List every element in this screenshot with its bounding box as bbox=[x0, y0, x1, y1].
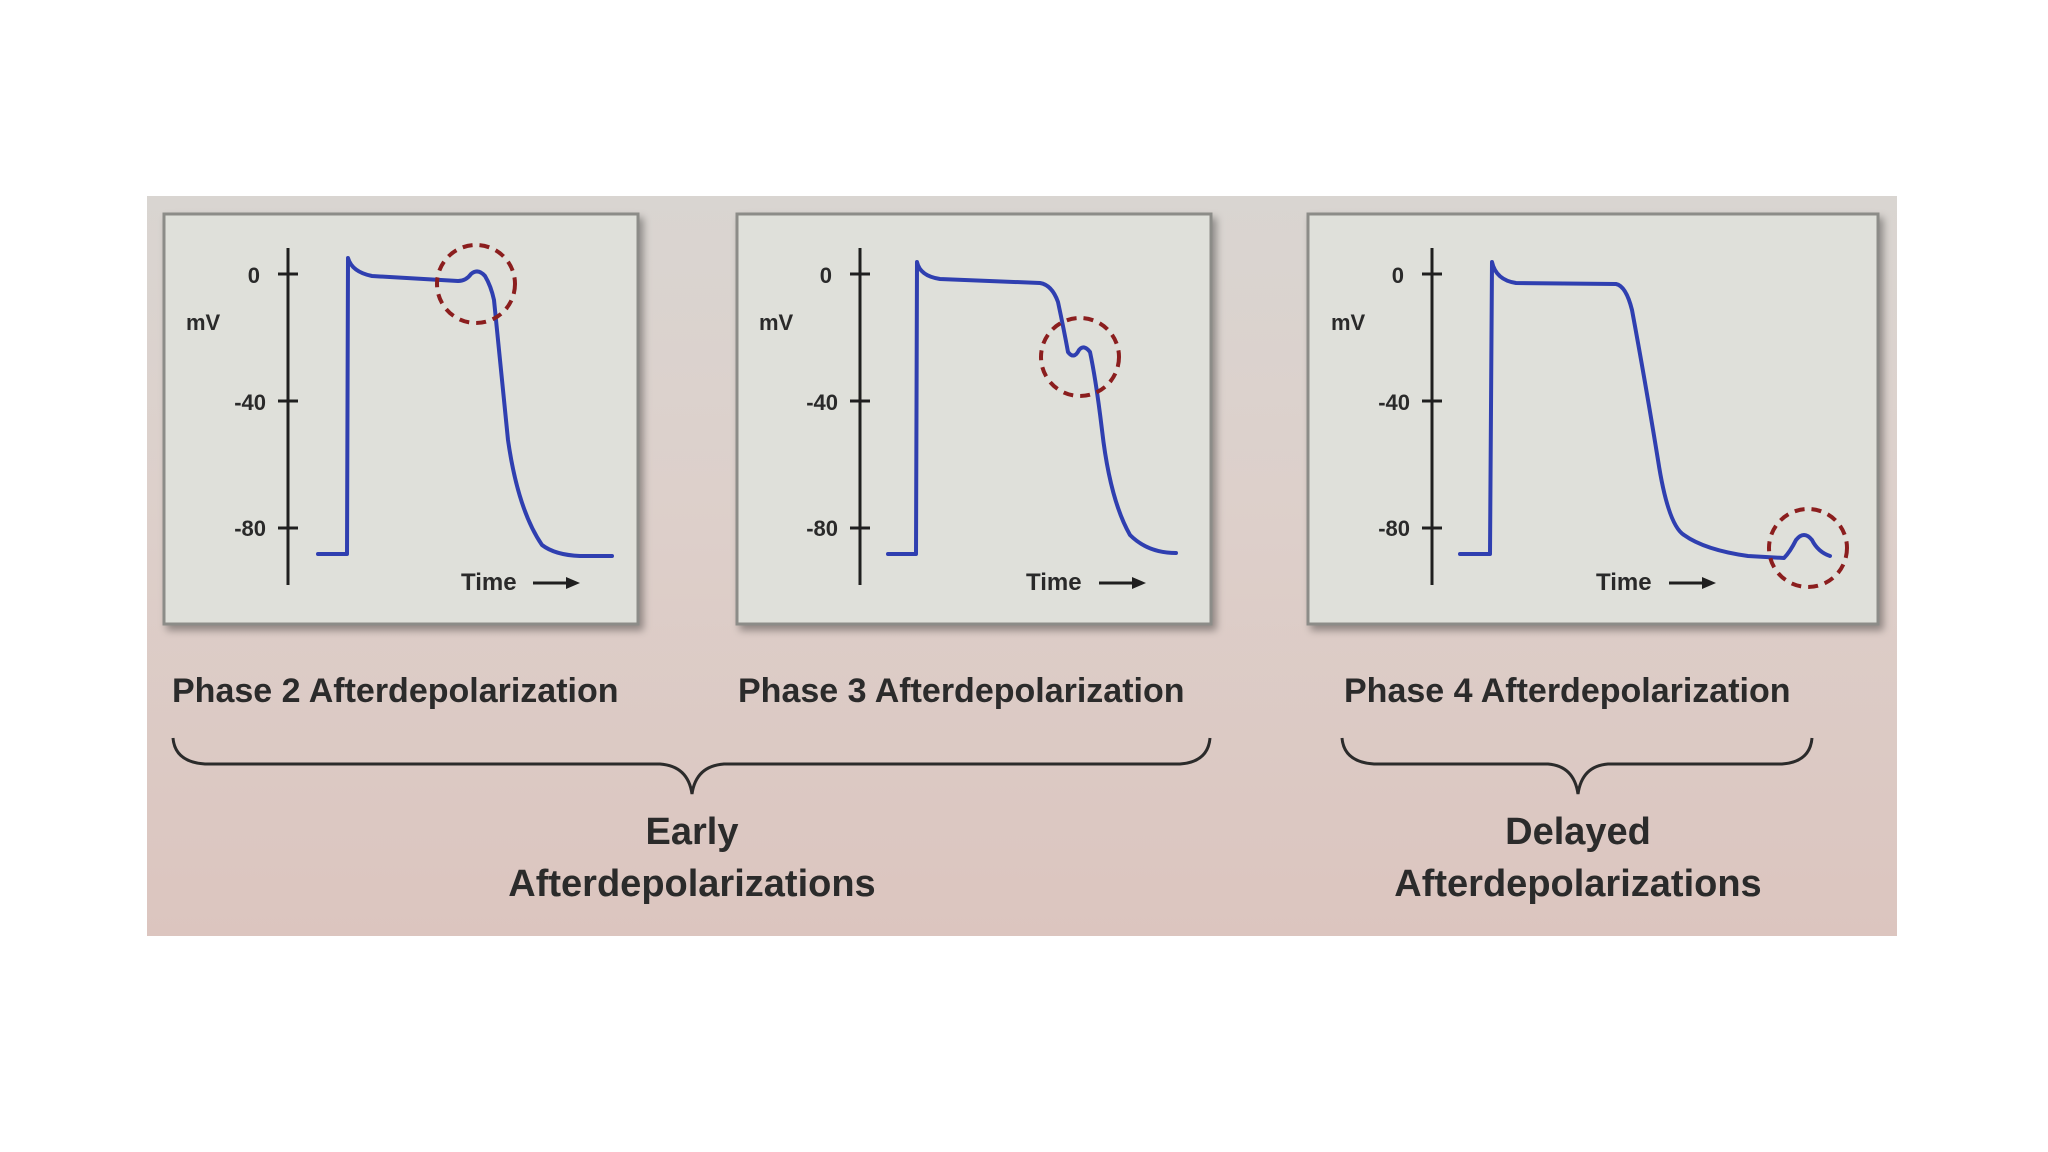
tick-label-0: 0 bbox=[820, 263, 832, 288]
highlight-circle bbox=[1039, 316, 1121, 398]
time-arrow-icon bbox=[1669, 577, 1716, 589]
y-axis-unit: mV bbox=[186, 310, 221, 335]
tick-label-0: 0 bbox=[248, 263, 260, 288]
highlight-circle bbox=[435, 243, 517, 325]
caption-phase3: Phase 3 Afterdepolarization bbox=[738, 672, 1185, 710]
action-potential-trace bbox=[886, 260, 1178, 556]
tick-label-neg40: -40 bbox=[806, 390, 838, 415]
caption-phase2: Phase 2 Afterdepolarization bbox=[172, 672, 619, 710]
tick-label-neg40: -40 bbox=[234, 390, 266, 415]
delayed-group-label: Delayed Afterdepolarizations bbox=[1394, 811, 1762, 905]
y-axis-unit: mV bbox=[759, 310, 794, 335]
action-potential-trace bbox=[316, 256, 614, 558]
early-brace bbox=[171, 737, 1212, 795]
tick-label-0: 0 bbox=[1392, 263, 1404, 288]
action-potential-trace bbox=[1458, 260, 1832, 560]
tick-label-neg80: -80 bbox=[1378, 516, 1410, 541]
time-label: Time bbox=[1026, 569, 1082, 596]
panel-frame bbox=[735, 212, 1213, 626]
panel-frame bbox=[162, 212, 640, 626]
panel-phase2: 0 -40 -80 mV Time bbox=[162, 212, 640, 626]
highlight-circle bbox=[1767, 507, 1849, 589]
time-label: Time bbox=[1596, 569, 1652, 596]
tick-label-neg80: -80 bbox=[806, 516, 838, 541]
early-group-label: Early Afterdepolarizations bbox=[508, 811, 876, 905]
time-label: Time bbox=[461, 569, 517, 596]
delayed-brace bbox=[1340, 737, 1814, 795]
panel-phase4: 0 -40 -80 mV Time bbox=[1306, 212, 1880, 626]
caption-phase4: Phase 4 Afterdepolarization bbox=[1344, 672, 1791, 710]
tick-label-neg40: -40 bbox=[1378, 390, 1410, 415]
tick-label-neg80: -80 bbox=[234, 516, 266, 541]
y-axis-unit: mV bbox=[1331, 310, 1366, 335]
panel-phase3: 0 -40 -80 mV Time bbox=[735, 212, 1213, 626]
time-arrow-icon bbox=[533, 577, 580, 589]
time-arrow-icon bbox=[1099, 577, 1146, 589]
